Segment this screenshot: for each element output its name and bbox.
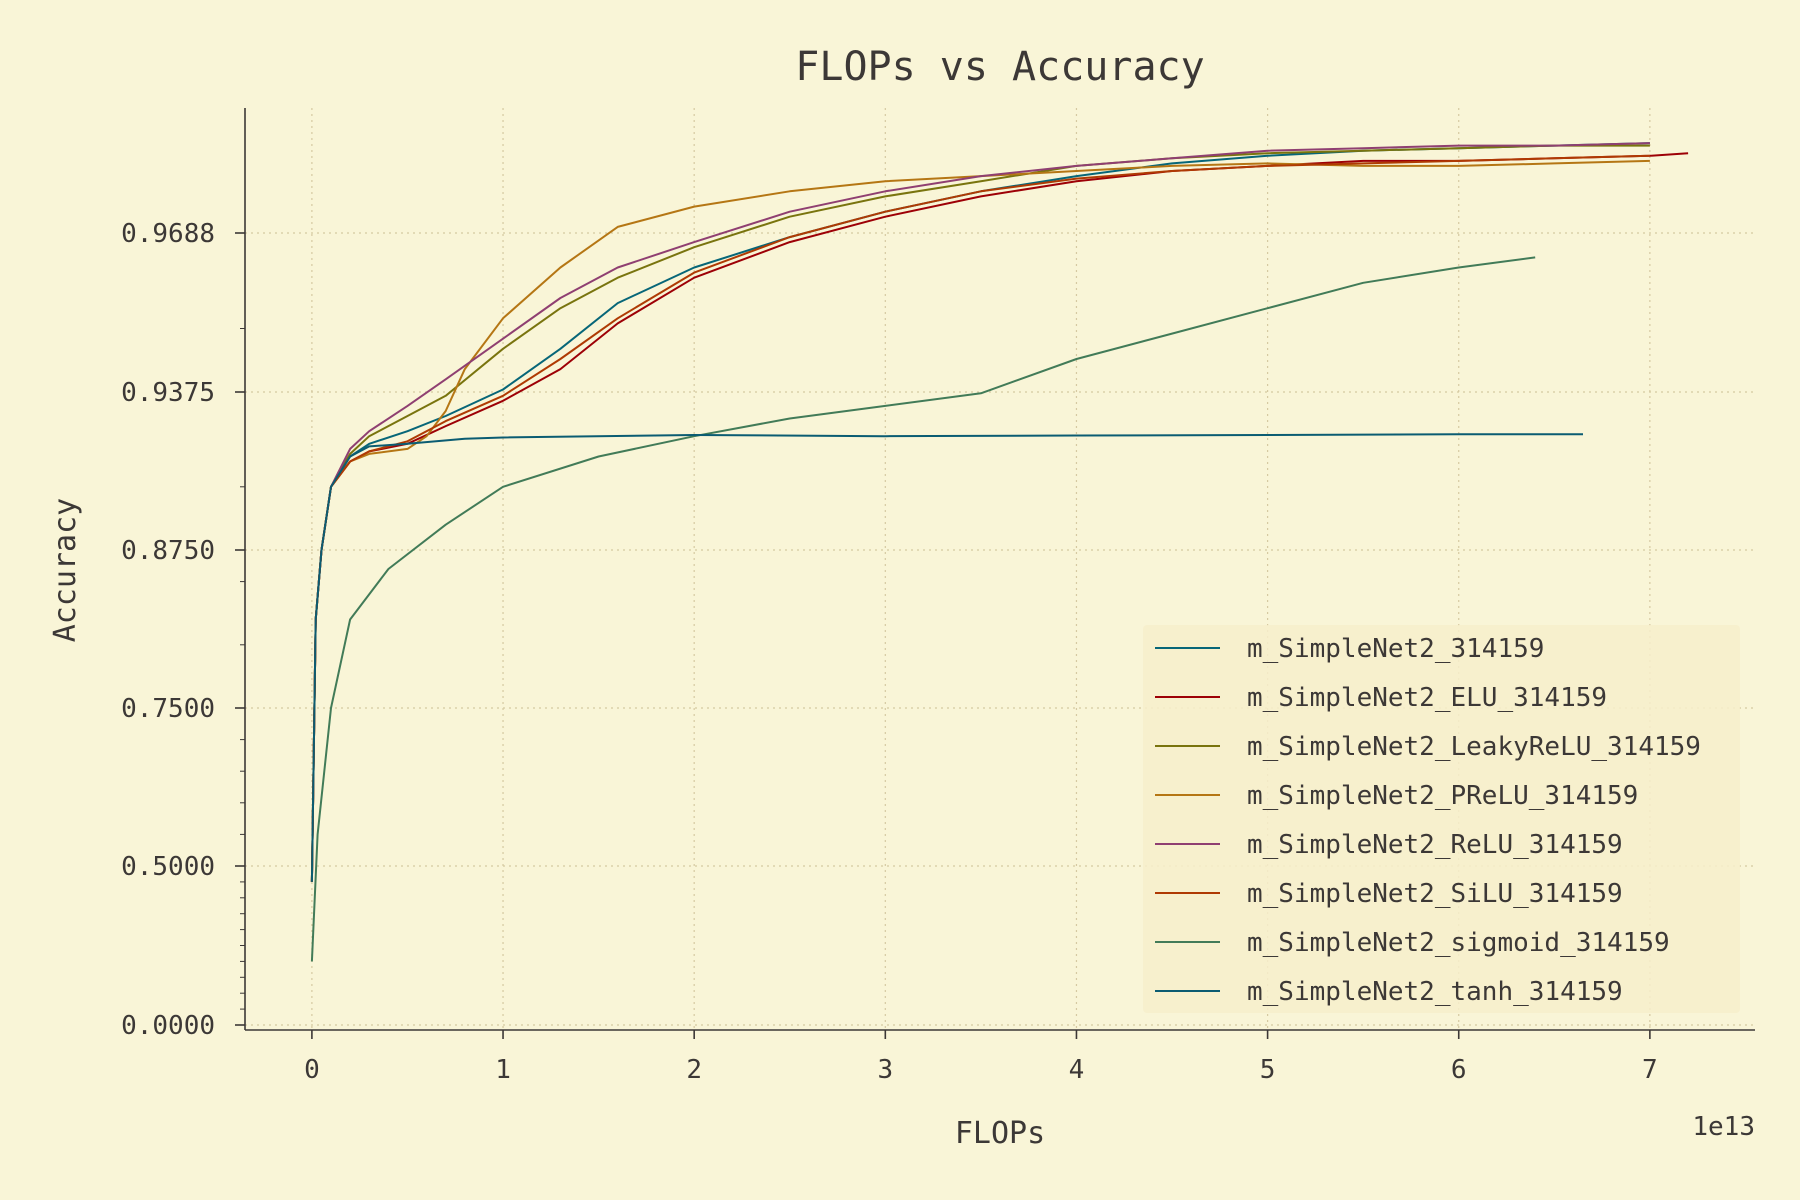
legend-label: m_SimpleNet2_ELU_314159: [1247, 683, 1607, 713]
x-tick-label: 0: [304, 1055, 320, 1085]
y-tick-label: 0.8750: [121, 536, 215, 566]
legend-label: m_SimpleNet2_PReLU_314159: [1247, 781, 1638, 811]
legend-label: m_SimpleNet2_314159: [1247, 634, 1544, 664]
y-tick-label: 0.9375: [121, 378, 215, 408]
legend-label: m_SimpleNet2_ReLU_314159: [1247, 830, 1623, 860]
y-tick-label: 0.5000: [121, 852, 215, 882]
x-tick-label: 2: [686, 1055, 702, 1085]
y-tick-label: 0.9688: [121, 219, 215, 249]
axes: [244, 108, 1755, 1031]
series-line: [310, 142, 1650, 882]
y-tick-label: 0.7500: [121, 694, 215, 724]
legend-label: m_SimpleNet2_sigmoid_314159: [1247, 928, 1670, 958]
series-line: [310, 433, 1583, 882]
legend: m_SimpleNet2_314159 m_SimpleNet2_ELU_3141…: [1143, 625, 1740, 1013]
legend-label: m_SimpleNet2_tanh_314159: [1247, 977, 1623, 1007]
x-tick-label: 3: [877, 1055, 893, 1085]
x-tick-label: 6: [1451, 1055, 1467, 1085]
series-lines: [310, 142, 1689, 962]
legend-label: m_SimpleNet2_SiLU_314159: [1247, 879, 1623, 909]
x-axis-title: FLOPs: [955, 1116, 1045, 1151]
series-line: [310, 154, 1650, 882]
y-tick-label: 0.0000: [121, 1011, 215, 1041]
x-tick-label: 1: [495, 1055, 511, 1085]
legend-box: [1143, 625, 1740, 1013]
series-line: [310, 256, 1536, 962]
x-axis-offset-label: 1e13: [1692, 1112, 1755, 1142]
legend-label: m_SimpleNet2_LeakyReLU_314159: [1247, 732, 1701, 762]
x-ticks: 0 1 2 3 4 5 6 7: [304, 1030, 1658, 1085]
y-ticks: 0.0000 0.5000 0.7500 0.8750 0.9375 0.9688: [121, 219, 245, 1041]
x-tick-label: 4: [1069, 1055, 1085, 1085]
x-tick-label: 5: [1260, 1055, 1276, 1085]
y-axis-title: Accuracy: [48, 498, 83, 643]
chart-title: FLOPs vs Accuracy: [795, 44, 1204, 90]
x-tick-label: 7: [1642, 1055, 1658, 1085]
